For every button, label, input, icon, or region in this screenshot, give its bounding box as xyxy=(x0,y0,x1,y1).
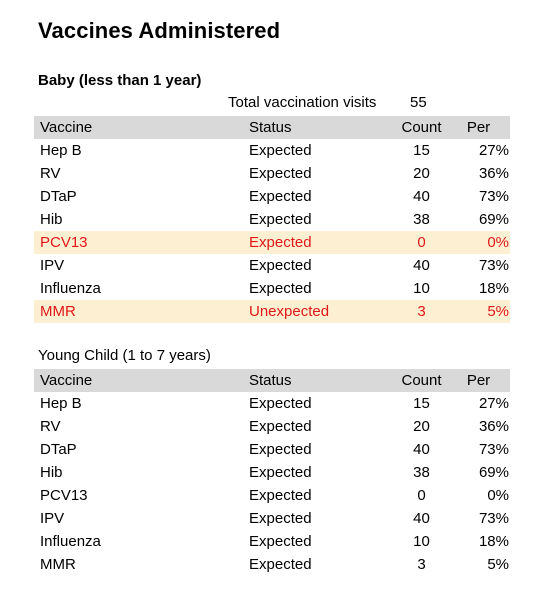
percent-cell: 36% xyxy=(478,165,509,182)
status-cell: Expected xyxy=(249,257,312,274)
header-vaccine: Vaccine xyxy=(40,372,93,389)
vaccine-cell: Hib xyxy=(40,464,63,481)
percent-cell: 73% xyxy=(478,257,509,274)
vaccine-cell: Influenza xyxy=(40,533,101,550)
percent-cell: 18% xyxy=(478,533,509,550)
header-per: Per xyxy=(466,119,491,136)
percent-cell: 0% xyxy=(487,234,509,251)
vaccine-cell: RV xyxy=(40,165,61,182)
table-row: RV Expected 20 36% xyxy=(34,415,510,438)
status-cell: Expected xyxy=(249,510,312,527)
table-row: Hep B Expected 15 27% xyxy=(34,392,510,415)
baby-section-heading: Baby (less than 1 year) xyxy=(38,72,202,89)
table-row: MMR Expected 3 5% xyxy=(34,553,510,576)
count-cell: 3 xyxy=(417,556,426,573)
status-cell: Expected xyxy=(249,441,312,458)
vaccine-cell: DTaP xyxy=(40,188,77,205)
count-cell: 38 xyxy=(413,211,430,228)
table-row: IPV Expected 40 73% xyxy=(34,507,510,530)
table-header-row: Vaccine Status Count Per xyxy=(34,369,510,392)
vaccine-cell: PCV13 xyxy=(40,487,88,504)
header-vaccine: Vaccine xyxy=(40,119,93,136)
count-cell: 40 xyxy=(413,188,430,205)
percent-cell: 73% xyxy=(478,188,509,205)
status-cell: Expected xyxy=(249,234,312,251)
header-per: Per xyxy=(466,372,491,389)
percent-cell: 69% xyxy=(478,211,509,228)
table-row: IPV Expected 40 73% xyxy=(34,254,510,277)
percent-cell: 69% xyxy=(478,464,509,481)
status-cell: Expected xyxy=(249,142,312,159)
percent-cell: 18% xyxy=(478,280,509,297)
count-cell: 20 xyxy=(413,418,430,435)
count-cell: 0 xyxy=(417,234,426,251)
status-cell: Expected xyxy=(249,418,312,435)
status-cell: Expected xyxy=(249,211,312,228)
percent-cell: 73% xyxy=(478,510,509,527)
header-status: Status xyxy=(249,119,292,136)
vaccine-cell: IPV xyxy=(40,510,65,527)
percent-cell: 27% xyxy=(478,142,509,159)
status-cell: Expected xyxy=(249,556,312,573)
status-cell: Expected xyxy=(249,280,312,297)
vaccine-cell: Influenza xyxy=(40,280,101,297)
count-cell: 40 xyxy=(413,441,430,458)
header-count: Count xyxy=(401,119,442,136)
vaccine-cell: MMR xyxy=(40,303,76,320)
header-count: Count xyxy=(401,372,442,389)
status-cell: Expected xyxy=(249,464,312,481)
percent-cell: 0% xyxy=(487,487,509,504)
count-cell: 10 xyxy=(413,280,430,297)
table-row: Hib Expected 38 69% xyxy=(34,461,510,484)
table-row: Hep B Expected 15 27% xyxy=(34,139,510,162)
child-vaccine-table: Vaccine Status Count Per Hep B Expected 15… xyxy=(34,369,510,576)
table-row: PCV13 Expected 0 0% xyxy=(34,484,510,507)
status-cell: Expected xyxy=(249,533,312,550)
status-cell: Expected xyxy=(249,395,312,412)
count-cell: 15 xyxy=(413,142,430,159)
count-cell: 20 xyxy=(413,165,430,182)
table-row: Influenza Expected 10 18% xyxy=(34,277,510,300)
table-row: Hib Expected 38 69% xyxy=(34,208,510,231)
child-section-heading: Young Child (1 to 7 years) xyxy=(38,347,211,364)
status-cell: Expected xyxy=(249,487,312,504)
percent-cell: 5% xyxy=(487,556,509,573)
vaccine-cell: IPV xyxy=(40,257,65,274)
baby-vaccine-table: Vaccine Status Count Per Hep B Expected 15… xyxy=(34,116,510,323)
vaccine-cell: MMR xyxy=(40,556,76,573)
count-cell: 10 xyxy=(413,533,430,550)
count-cell: 3 xyxy=(417,303,426,320)
count-cell: 15 xyxy=(413,395,430,412)
count-cell: 38 xyxy=(413,464,430,481)
status-cell: Unexpected xyxy=(249,303,330,320)
vaccine-cell: Hep B xyxy=(40,142,82,159)
vaccine-cell: DTaP xyxy=(40,441,77,458)
count-cell: 40 xyxy=(413,257,430,274)
vaccine-cell: Hep B xyxy=(40,395,82,412)
count-cell: 0 xyxy=(417,487,426,504)
total-visits-label: Total vaccination visits xyxy=(228,94,377,111)
table-row: MMR Unexpected 3 5% xyxy=(34,300,510,323)
table-header-row: Vaccine Status Count Per xyxy=(34,116,510,139)
total-visits-value: 55 xyxy=(410,94,427,111)
vaccine-cell: PCV13 xyxy=(40,234,88,251)
table-row: RV Expected 20 36% xyxy=(34,162,510,185)
vaccine-cell: Hib xyxy=(40,211,63,228)
page-title: Vaccines Administered xyxy=(38,18,281,43)
header-status: Status xyxy=(249,372,292,389)
percent-cell: 73% xyxy=(478,441,509,458)
table-row: PCV13 Expected 0 0% xyxy=(34,231,510,254)
percent-cell: 36% xyxy=(478,418,509,435)
vaccine-cell: RV xyxy=(40,418,61,435)
table-row: DTaP Expected 40 73% xyxy=(34,185,510,208)
count-cell: 40 xyxy=(413,510,430,527)
status-cell: Expected xyxy=(249,188,312,205)
percent-cell: 5% xyxy=(487,303,509,320)
table-row: Influenza Expected 10 18% xyxy=(34,530,510,553)
table-row: DTaP Expected 40 73% xyxy=(34,438,510,461)
status-cell: Expected xyxy=(249,165,312,182)
percent-cell: 27% xyxy=(478,395,509,412)
